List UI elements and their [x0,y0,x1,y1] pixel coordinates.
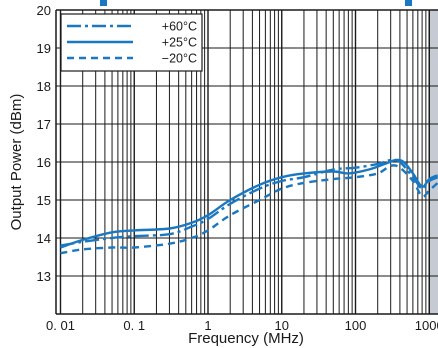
y-tick-label-2: 15 [37,193,51,208]
y-tick-label-7: 20 [37,3,51,18]
x-tick-label-1: 0. 1 [123,318,145,333]
y-tick-label-6: 19 [37,41,51,56]
x-tick-label-5: 1000 [415,318,438,333]
y-tick-label-0: 13 [37,269,51,284]
cropped-header-bar-left [100,0,107,6]
y-tick-label-1: 14 [37,231,51,246]
y-axis-title: Output Power (dBm) [8,94,25,231]
y-tick-label-4: 17 [37,117,51,132]
x-tick-label-3: 10 [275,318,289,333]
x-axis-title: Frequency (MHz) [188,330,304,347]
x-tick-label-2: 1 [204,318,211,333]
y-tick-label-5: 18 [37,79,51,94]
legend: +60°C +25°C −20°C [60,13,203,72]
legend-label-2: −20°C [162,52,197,66]
y-axis-ticks: 13 14 15 16 17 18 19 20 [37,3,51,284]
cropped-header-bar-right [405,0,412,6]
y-tick-label-3: 16 [37,155,51,170]
x-axis-ticks: 0. 01 0. 1 1 10 100 1000 [46,318,438,333]
series-line-1 [60,158,438,249]
series-layer [60,158,438,255]
cropped-header-strip [100,0,412,6]
series-line-0 [60,158,438,247]
series-line-2 [60,164,438,255]
legend-label-1: +25°C [162,36,197,50]
x-tick-label-4: 100 [345,318,367,333]
x-tick-label-0: 0. 01 [46,318,75,333]
legend-label-0: +60°C [162,20,197,34]
